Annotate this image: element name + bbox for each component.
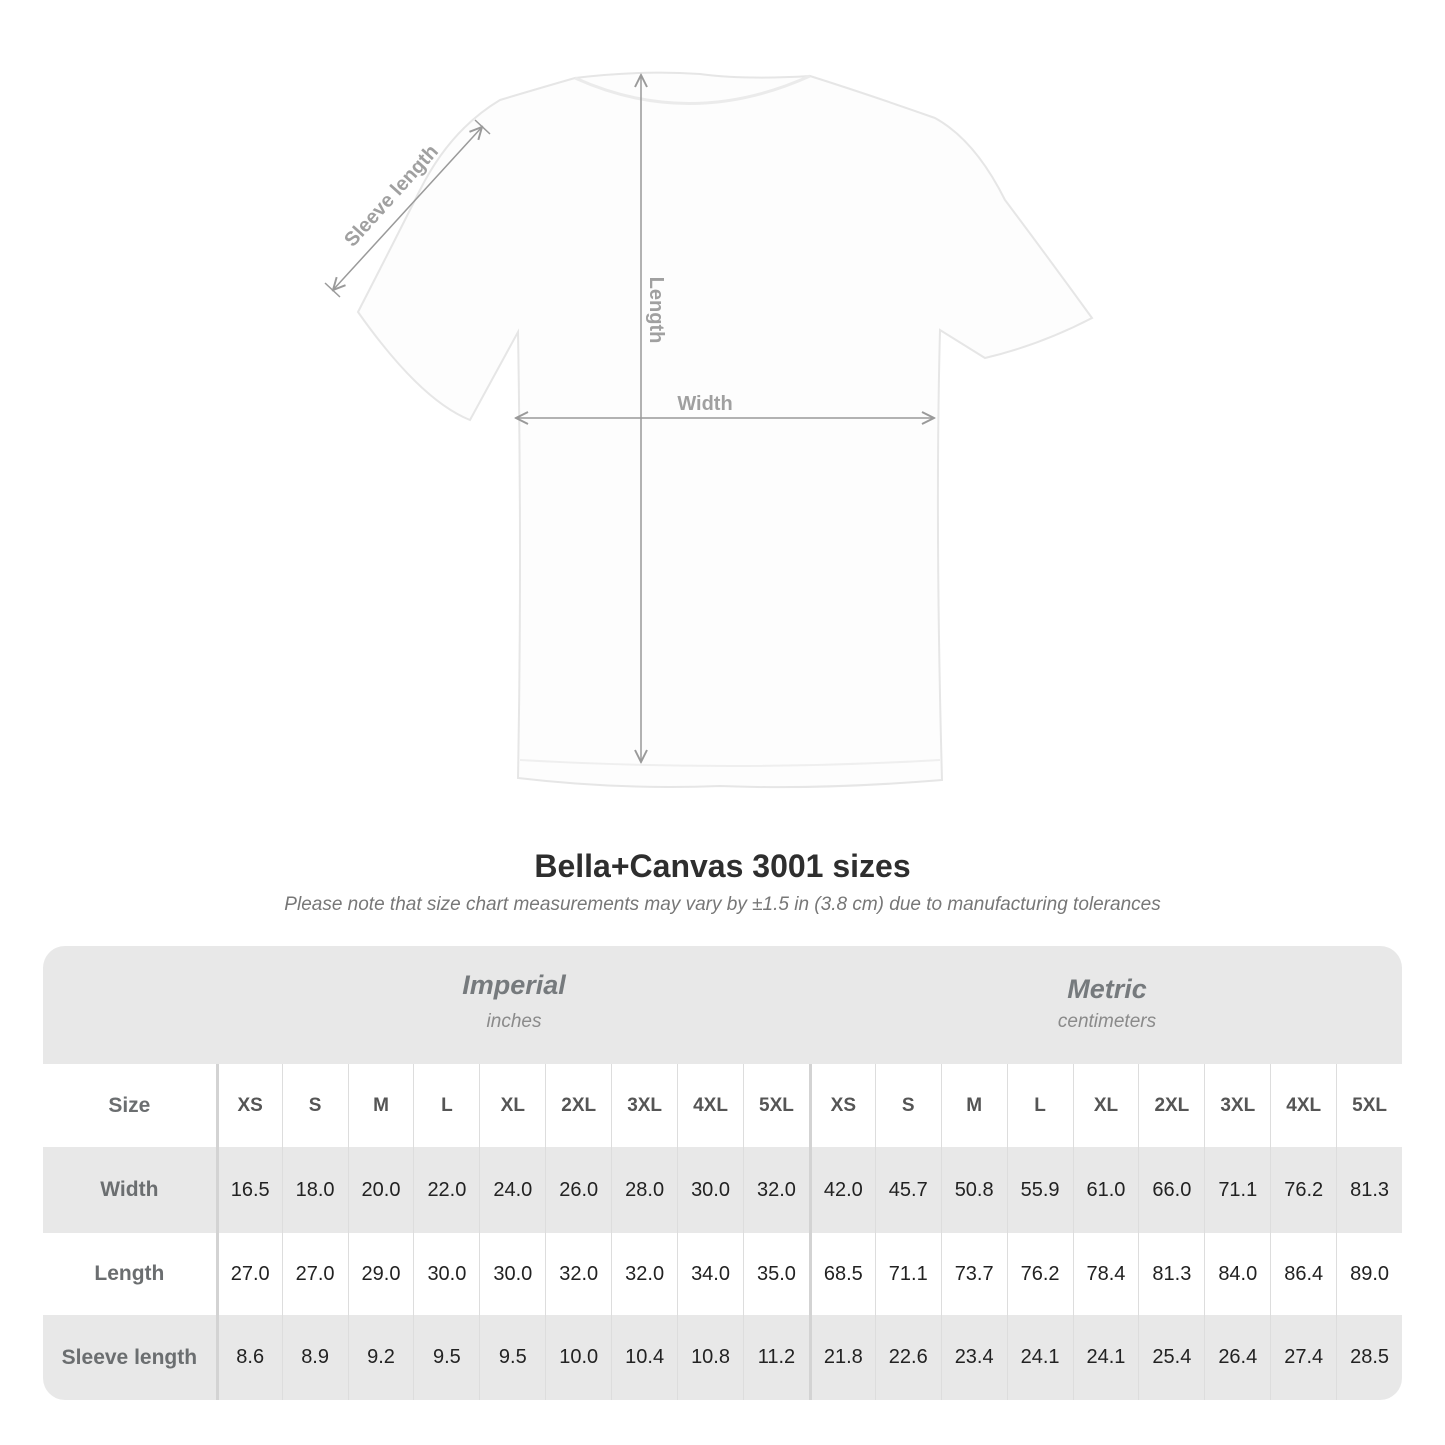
value-cell: 21.8	[808, 1315, 875, 1400]
sleeve-arrow	[333, 127, 482, 290]
table-row: Width 16.5 18.0 20.0 22.0 24.0 26.0 28.0 30.0 32.…	[43, 1147, 1402, 1233]
value-cell: 9.5	[413, 1315, 479, 1400]
value-cell: 27.0	[281, 1233, 348, 1315]
value-cell: 29.0	[347, 1233, 414, 1315]
value-cell: 20.0	[347, 1147, 414, 1233]
value-cell: 50.8	[940, 1147, 1007, 1233]
imperial-unit: inches	[486, 1011, 542, 1032]
tolerance-note: Please note that size chart measurements…	[284, 894, 1161, 915]
size-imperial-s: S	[281, 1064, 348, 1147]
value-cell: 30.0	[413, 1233, 479, 1315]
width-label: Width	[677, 393, 732, 415]
value-cell: 68.5	[808, 1233, 875, 1315]
value-cell: 16.5	[215, 1147, 282, 1233]
size-imperial-2xl: 2XL	[545, 1064, 611, 1147]
size-metric-3xl: 3XL	[1204, 1064, 1270, 1147]
size-imperial-xl: XL	[479, 1064, 545, 1147]
metric-title: Metric	[1067, 974, 1147, 1004]
chart-title: Bella+Canvas 3001 sizes	[534, 848, 911, 884]
value-cell: 24.1	[1072, 1315, 1139, 1400]
value-cell: 27.4	[1270, 1315, 1336, 1400]
value-cell: 66.0	[1138, 1147, 1204, 1233]
value-cell: 28.5	[1336, 1315, 1402, 1400]
value-cell: 24.0	[479, 1147, 545, 1233]
value-cell: 86.4	[1270, 1233, 1336, 1315]
value-cell: 10.4	[611, 1315, 677, 1400]
size-table: Imperial inches Metric centimeters Size X…	[43, 946, 1402, 1400]
size-metric-xs: XS	[808, 1064, 875, 1147]
size-metric-2xl: 2XL	[1138, 1064, 1204, 1147]
value-cell: 45.7	[874, 1147, 941, 1233]
size-metric-m: M	[940, 1064, 1007, 1147]
size-metric-l: L	[1006, 1064, 1073, 1147]
size-label: Size	[108, 1093, 151, 1117]
value-cell: 35.0	[742, 1233, 809, 1315]
size-metric-xl: XL	[1072, 1064, 1139, 1147]
value-cell: 26.0	[545, 1147, 611, 1233]
value-cell: 18.0	[281, 1147, 348, 1233]
value-cell: 25.4	[1138, 1315, 1204, 1400]
value-cell: 27.0	[215, 1233, 282, 1315]
value-cell: 55.9	[1006, 1147, 1073, 1233]
value-cell: 10.0	[545, 1315, 611, 1400]
row-label: Sleeve length	[61, 1345, 198, 1369]
value-cell: 71.1	[874, 1233, 941, 1315]
value-cell: 78.4	[1072, 1233, 1139, 1315]
size-imperial-3xl: 3XL	[611, 1064, 677, 1147]
value-cell: 28.0	[611, 1147, 677, 1233]
value-cell: 32.0	[545, 1233, 611, 1315]
value-cell: 23.4	[940, 1315, 1007, 1400]
metric-unit: centimeters	[1057, 1011, 1157, 1032]
imperial-title: Imperial	[462, 970, 566, 1000]
value-cell: 10.8	[677, 1315, 743, 1400]
value-cell: 84.0	[1204, 1233, 1270, 1315]
size-imperial-5xl: 5XL	[742, 1064, 809, 1147]
tshirt-shape	[356, 71, 1094, 789]
size-imperial-m: M	[347, 1064, 414, 1147]
size-imperial-xs: XS	[215, 1064, 282, 1147]
row-label: Width	[100, 1178, 159, 1201]
value-cell: 9.5	[479, 1315, 545, 1400]
value-cell: 76.2	[1006, 1233, 1073, 1315]
value-cell: 61.0	[1072, 1147, 1139, 1233]
value-cell: 9.2	[347, 1315, 414, 1400]
row-label: Length	[94, 1262, 165, 1285]
size-metric-5xl: 5XL	[1336, 1064, 1402, 1147]
value-cell: 22.6	[874, 1315, 941, 1400]
value-cell: 26.4	[1204, 1315, 1270, 1400]
value-cell: 24.1	[1006, 1315, 1073, 1400]
size-imperial-4xl: 4XL	[677, 1064, 743, 1147]
value-cell: 8.9	[281, 1315, 348, 1400]
value-cell: 81.3	[1138, 1233, 1204, 1315]
table-row: Length 27.0 27.0 29.0 30.0 30.0 32.0 32.0 34.0 35…	[43, 1233, 1402, 1315]
value-cell: 30.0	[677, 1147, 743, 1233]
value-cell: 73.7	[940, 1233, 1007, 1315]
value-cell: 89.0	[1336, 1233, 1402, 1315]
size-header-row: Size XS S M L XL 2XL 3XL 4XL 5XL XS S M L XL 2XL 3XL 4XL 5…	[43, 1064, 1402, 1147]
value-cell: 81.3	[1336, 1147, 1402, 1233]
size-metric-4xl: 4XL	[1270, 1064, 1336, 1147]
value-cell: 34.0	[677, 1233, 743, 1315]
value-cell: 71.1	[1204, 1147, 1270, 1233]
value-cell: 32.0	[742, 1147, 809, 1233]
size-metric-s: S	[874, 1064, 941, 1147]
size-imperial-l: L	[413, 1064, 479, 1147]
metric-header: Metric centimeters	[809, 974, 1402, 1033]
value-cell: 42.0	[808, 1147, 875, 1233]
length-label: Length	[645, 277, 667, 344]
value-cell: 22.0	[413, 1147, 479, 1233]
value-cell: 32.0	[611, 1233, 677, 1315]
tshirt-diagram: Sleeve length Length Width	[324, 71, 1094, 789]
value-cell: 30.0	[479, 1233, 545, 1315]
table-row: Sleeve length 8.6 8.9 9.2 9.5 9.5 10.0 10.4 10.8…	[43, 1315, 1402, 1400]
imperial-header: Imperial inches	[216, 970, 812, 1033]
value-cell: 8.6	[215, 1315, 282, 1400]
value-cell: 76.2	[1270, 1147, 1336, 1233]
value-cell: 11.2	[742, 1315, 809, 1400]
